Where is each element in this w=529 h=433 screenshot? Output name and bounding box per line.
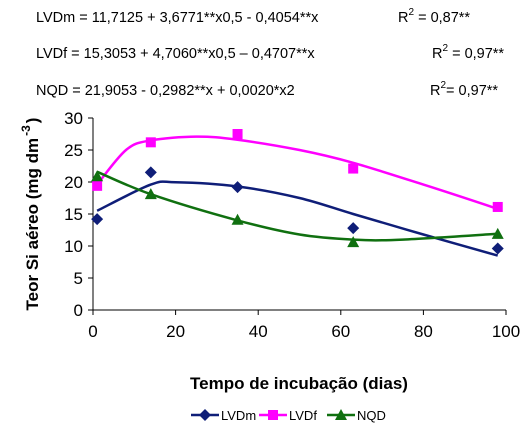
data-point-lvdf (232, 129, 243, 139)
x-axis-title: Tempo de incubação (dias) (190, 374, 408, 393)
legend: LVDm LVDf NQD (191, 408, 386, 423)
legend-label-nqd: NQD (357, 408, 386, 423)
x-tick-label: 0 (88, 322, 97, 341)
series-nqd (91, 170, 504, 248)
y-tick-label: 5 (74, 269, 83, 288)
data-point-nqd (231, 213, 244, 225)
series-layer (91, 129, 504, 257)
data-point-nqd (347, 236, 360, 248)
legend-item-lvdm: LVDm (191, 408, 256, 423)
svg-text:NQD= 21,9053 - 0,2982**x + 0,0: NQD = 21,9053 - 0,2982**x + 0,0020*x2 (36, 83, 295, 99)
equation-nqd-r2: R2= 0,97** (430, 80, 498, 99)
data-point-lvdm (491, 242, 504, 255)
series-lvdf (92, 129, 503, 212)
y-tick-label: 25 (64, 141, 83, 160)
data-point-lvdf (348, 163, 359, 174)
svg-text:LVDf= 15,3053 + 4,7060**x0,5 –: LVDf = 15,3053 + 4,7060**x0,5 – 0,4707**x (36, 46, 315, 62)
x-ticks: 0 20 40 60 80 100 (88, 310, 520, 341)
equation-lvdm: LVDm = 11,7125 + 3,6771**x0,5 - 0,4054**x… (36, 7, 470, 26)
data-point-nqd (91, 170, 104, 182)
y-tick-label: 10 (64, 237, 83, 256)
data-point-lvdf (145, 137, 156, 148)
x-tick-label: 100 (492, 322, 520, 341)
y-axis-title: Teor Si aéreo (mg dm-3) (19, 118, 42, 311)
y-tick-label: 15 (64, 205, 83, 224)
data-point-lvdm (347, 222, 360, 235)
equation-nqd: NQD = 21,9053 - 0,2982**x + 0,0020*x2 R2=… (36, 80, 498, 99)
x-tick-label: 20 (166, 322, 185, 341)
y-ticks: 0 5 10 15 20 25 30 (64, 109, 93, 320)
data-point-lvdm (144, 166, 157, 179)
data-point-lvdm (91, 213, 104, 226)
x-tick-label: 40 (249, 322, 268, 341)
equation-lvdf: LVDf = 15,3053 + 4,7060**x0,5 – 0,4707**x… (36, 43, 504, 62)
equation-lvdm-r2: R2 = 0,87** (398, 7, 470, 26)
equation-lvdf-r2: R2 = 0,97** (432, 43, 504, 62)
series-lvdm (91, 166, 504, 257)
y-tick-label: 30 (64, 109, 83, 128)
data-point-nqd (491, 227, 504, 239)
data-point-lvdf (492, 201, 503, 212)
svg-text:LVDm= 11,7125 + 3,6771**x0,5 -: LVDm = 11,7125 + 3,6771**x0,5 - 0,4054**x (36, 10, 319, 26)
legend-marker-nqd (335, 409, 347, 420)
legend-label-lvdm: LVDm (221, 408, 256, 423)
legend-marker-lvdf (268, 410, 278, 420)
data-point-nqd (144, 188, 157, 200)
data-point-lvdf (92, 180, 103, 191)
legend-item-lvdf: LVDf (259, 408, 317, 423)
series-line-lvdf (96, 135, 499, 211)
x-tick-label: 60 (331, 322, 350, 341)
legend-label-lvdf: LVDf (289, 408, 317, 423)
data-point-lvdm (231, 181, 244, 194)
y-tick-label: 20 (64, 173, 83, 192)
y-tick-label: 0 (74, 301, 83, 320)
legend-marker-lvdm (199, 409, 211, 421)
legend-item-nqd: NQD (327, 408, 386, 423)
series-line-lvdm (96, 180, 499, 257)
x-tick-label: 80 (414, 322, 433, 341)
